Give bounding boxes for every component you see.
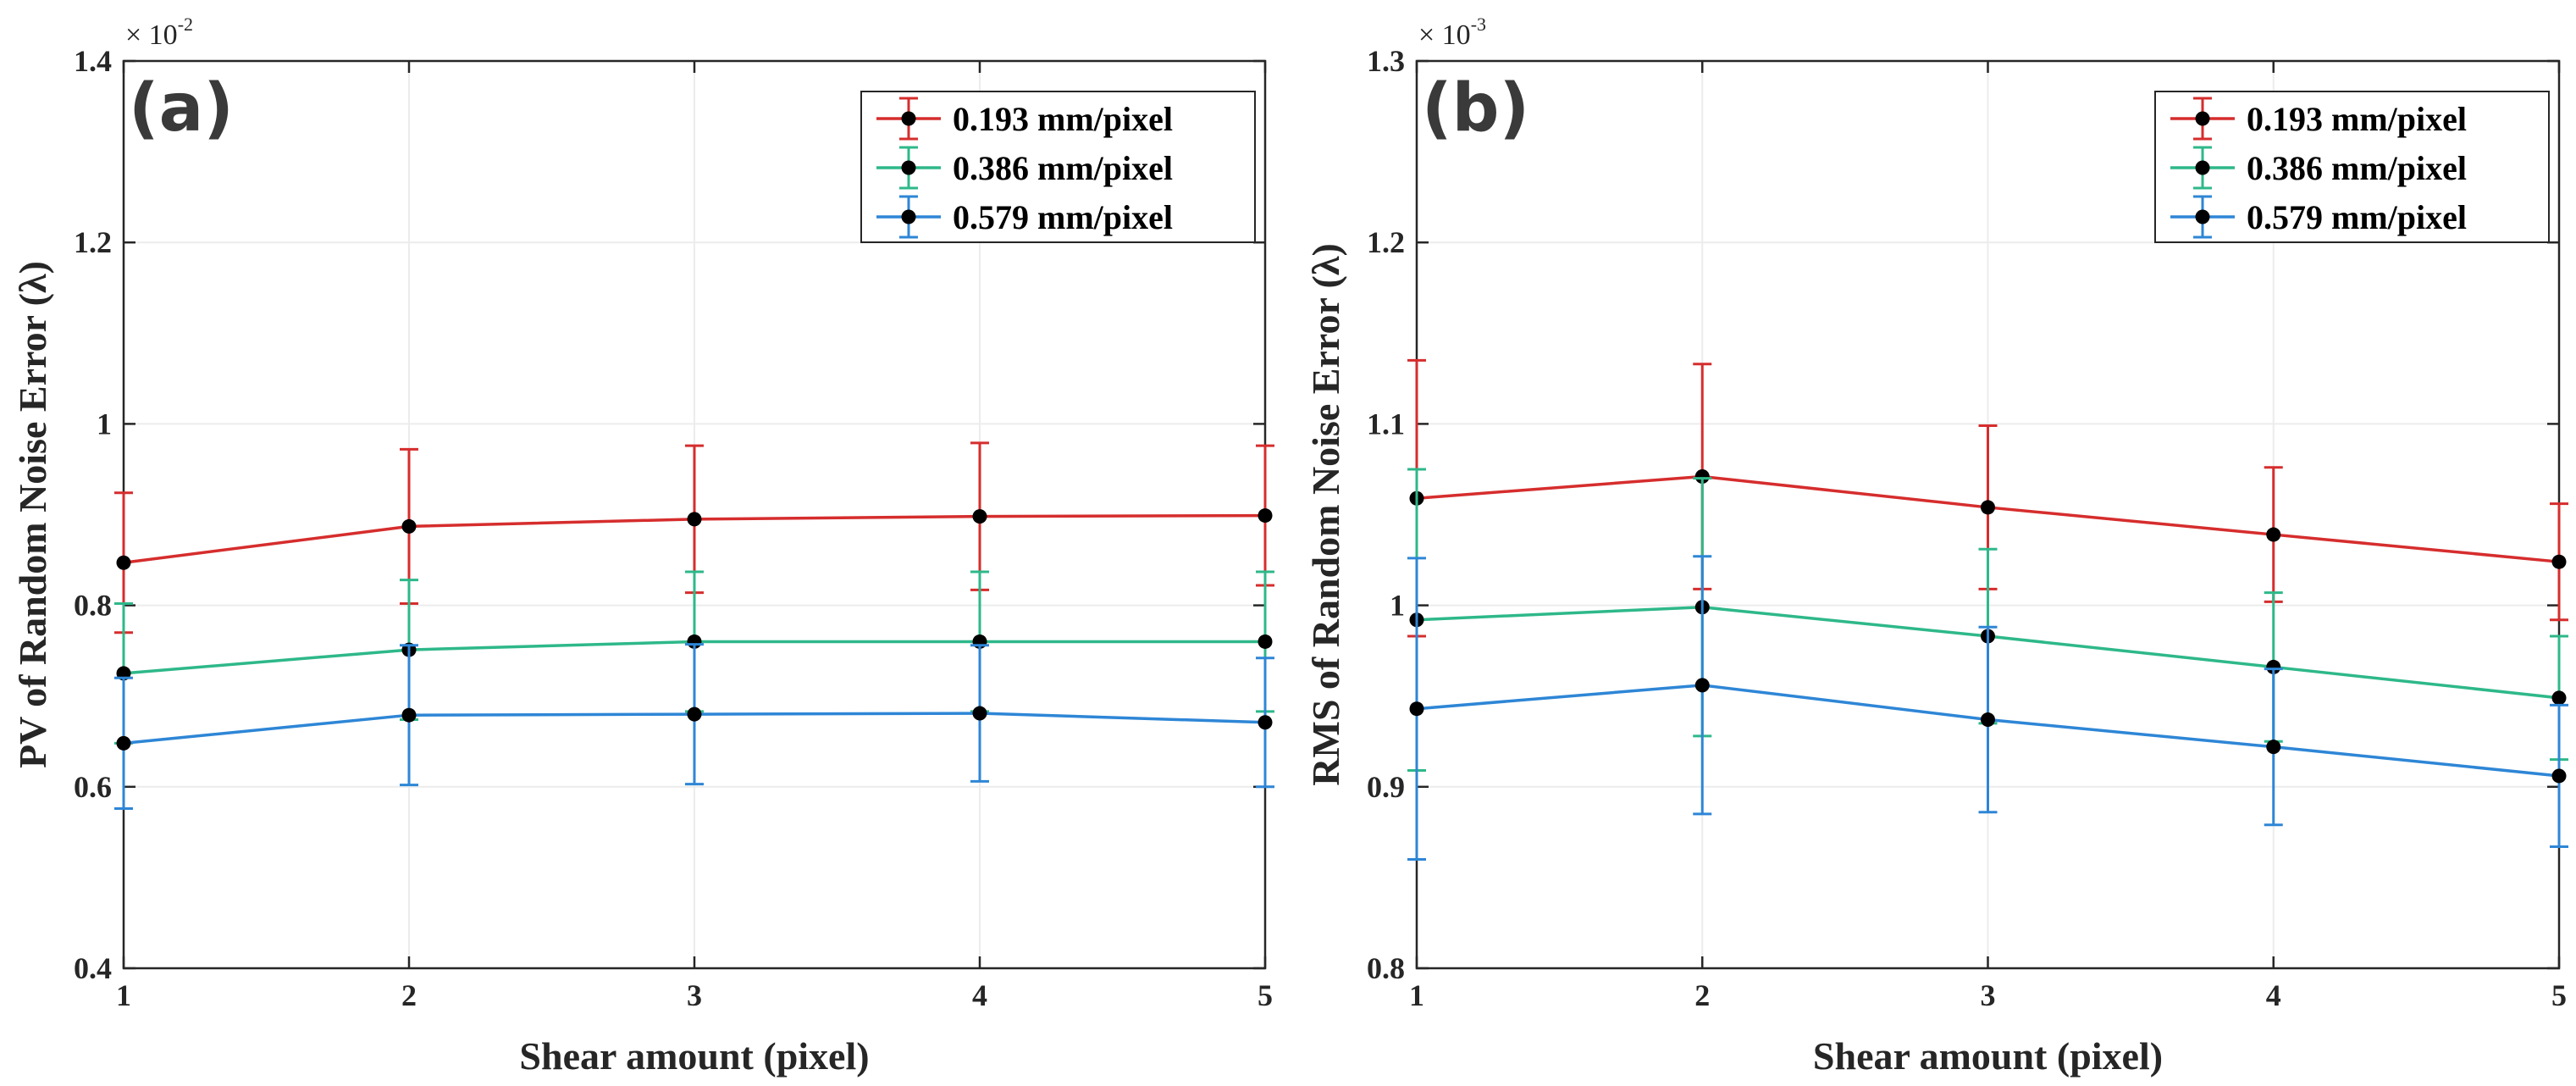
- data-point: [1981, 500, 1995, 515]
- data-point: [1694, 469, 1710, 485]
- legend-item: 0.386 mm/pixel: [876, 146, 1173, 190]
- y-axis-label: RMS of Random Noise Error (λ): [1304, 243, 1347, 786]
- legend-label: 0.579 mm/pixel: [2247, 198, 2467, 236]
- data-point: [1981, 712, 1995, 728]
- y-tick-label: 1.2: [1367, 225, 1405, 259]
- chart-panel-a: 0.4 0.6 0.8 1 1.2 1.4 1 2 3 4 5 × 10-2 Shear amount …: [11, 14, 1274, 1078]
- y-tick-label: 1.1: [1367, 407, 1405, 440]
- y-tick-label: 1.4: [74, 44, 112, 78]
- y-tick-label: 0.8: [74, 589, 112, 623]
- legend-marker: [901, 160, 916, 175]
- data-point: [401, 707, 417, 723]
- legend-marker: [2195, 160, 2210, 175]
- x-tick-label: 4: [2266, 978, 2281, 1012]
- y-tick-label: 0.4: [74, 951, 112, 985]
- legend-label: 0.386 mm/pixel: [953, 149, 1173, 187]
- data-point: [1258, 715, 1273, 730]
- x-tick-label: 4: [972, 978, 987, 1012]
- x-tick-label: 5: [1258, 978, 1273, 1012]
- legend-marker: [901, 209, 916, 224]
- y-exponent-label: × 10-2: [125, 14, 193, 51]
- data-point: [687, 706, 702, 722]
- legend-marker: [2195, 209, 2210, 224]
- data-point: [2266, 740, 2281, 755]
- legend-label: 0.579 mm/pixel: [953, 198, 1173, 236]
- data-point: [116, 735, 131, 751]
- x-tick-label: 1: [116, 978, 131, 1012]
- x-tick-label: 1: [1409, 978, 1424, 1012]
- legend-marker: [2195, 111, 2210, 126]
- legend: 0.193 mm/pixel 0.386 mm/pixel 0.579 mm/pix…: [860, 91, 1256, 243]
- y-tick-label: 1.2: [74, 225, 112, 259]
- data-point: [687, 512, 702, 527]
- legend-item: 0.193 mm/pixel: [2170, 97, 2467, 141]
- y-tick-label: 0.9: [1367, 770, 1405, 804]
- x-tick-label: 2: [1694, 978, 1710, 1012]
- legend-item: 0.579 mm/pixel: [2170, 195, 2467, 239]
- legend-item: 0.386 mm/pixel: [2170, 146, 2467, 190]
- series-0-193-mm-pixel: [114, 441, 1274, 634]
- legend-item: 0.193 mm/pixel: [876, 97, 1173, 141]
- data-point: [2266, 659, 2281, 674]
- series-0-579-mm-pixel: [1407, 555, 2568, 861]
- y-tick-label: 0.6: [74, 770, 112, 804]
- y-axis-label: PV of Random Noise Error (λ): [11, 261, 54, 768]
- y-tick-label: 1: [97, 407, 112, 440]
- x-axis-label: Shear amount (pixel): [519, 1034, 869, 1078]
- series-0-386-mm-pixel: [114, 570, 1274, 745]
- panel-label: (a): [129, 70, 234, 147]
- y-tick-label: 1.3: [1367, 44, 1405, 78]
- data-point: [972, 706, 987, 721]
- x-tick-label: 5: [2551, 978, 2567, 1012]
- x-tick-label: 3: [687, 978, 702, 1012]
- chart-panel-b: 0.8 0.9 1 1.1 1.2 1.3 1 2 3 4 5 × 10-3 Shear amount …: [1304, 14, 2568, 1078]
- data-point: [1694, 678, 1710, 693]
- data-point: [2266, 527, 2281, 542]
- legend-label: 0.386 mm/pixel: [2247, 149, 2467, 187]
- data-point: [116, 555, 131, 570]
- panel-label: (b): [1422, 70, 1529, 147]
- data-point: [2551, 690, 2567, 706]
- data-point: [1409, 701, 1424, 717]
- legend-marker: [901, 111, 916, 126]
- data-point: [972, 509, 987, 524]
- series-0-579-mm-pixel: [114, 643, 1274, 811]
- y-exponent-label: × 10-3: [1418, 14, 1486, 51]
- x-axis-label: Shear amount (pixel): [1813, 1034, 2163, 1078]
- data-point: [1258, 634, 1273, 649]
- y-tick-label: 1: [1390, 589, 1405, 623]
- data-point: [1258, 508, 1273, 524]
- legend: 0.193 mm/pixel 0.386 mm/pixel 0.579 mm/pix…: [2154, 91, 2550, 243]
- legend-label: 0.193 mm/pixel: [953, 100, 1173, 138]
- legend-item: 0.579 mm/pixel: [876, 195, 1173, 239]
- data-point: [2551, 554, 2567, 569]
- data-point: [401, 518, 417, 534]
- data-point: [2551, 768, 2567, 784]
- legend-label: 0.193 mm/pixel: [2247, 100, 2467, 138]
- x-tick-label: 2: [401, 978, 417, 1012]
- y-tick-label: 0.8: [1367, 951, 1405, 985]
- x-tick-label: 3: [1981, 978, 1996, 1012]
